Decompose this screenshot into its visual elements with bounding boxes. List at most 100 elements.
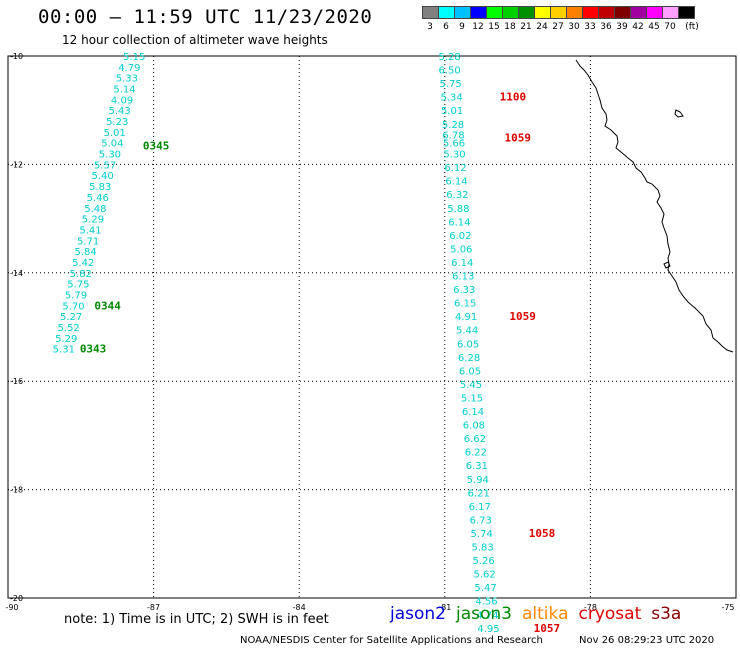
satellite-legend-s3a: s3a [651,604,682,624]
swh-value-label: 5.14 [113,85,135,96]
latitude-tick-label: -14 [10,269,23,278]
swh-value-label: 6.14 [448,217,470,228]
satellite-legend-cryosat: cryosat [578,604,642,624]
swh-value-label: 5.01 [104,128,126,139]
colorbar-label: 33 [584,22,596,32]
swh-value-label: 6.05 [457,339,479,350]
coastline-islet [663,261,671,269]
latitude-tick-label: -20 [10,594,23,603]
wave-height-colorbar [422,6,695,19]
latitude-tick-label: -16 [10,377,23,386]
swh-value-label: 5.06 [450,244,472,255]
swh-value-label: 6.73 [470,515,492,526]
latitude-tick-label: -12 [10,160,23,169]
swh-value-label: 5.74 [471,529,493,540]
satellite-legend-jason3: jason3 [456,604,512,624]
swh-value-label: 6.21 [468,488,490,499]
swh-value-label: 5.15 [123,52,145,63]
pass-time-label: 0343 [80,343,107,356]
colorbar-label: 9 [459,22,465,32]
colorbar-label: 3 [427,22,433,32]
coastline-islet [674,109,684,118]
swh-value-label: 4.95 [477,624,499,635]
longitude-tick-label: -90 [5,603,18,612]
colorbar-label: 15 [488,22,500,32]
swh-value-label: 5.88 [447,204,469,215]
swh-value-label: 6.02 [449,231,471,242]
swh-value-label: 6.14 [451,258,473,269]
swh-value-label: 5.52 [58,323,80,334]
colorbar-label: 45 [648,22,660,32]
swh-value-label: 5.23 [106,117,128,128]
swh-value-label: 4.09 [111,95,133,106]
colorbar-label: 27 [552,22,564,32]
swh-value-label: 5.43 [108,106,130,117]
swh-value-label: 6.14 [445,177,467,188]
swh-value-label: 5.82 [70,269,92,280]
swh-value-label: 5.75 [439,79,461,90]
colorbar-label: 12 [472,22,484,32]
swh-value-label: 5.66 [443,139,465,150]
swh-value-label: 6.14 [462,407,484,418]
note-text: note: 1) Time is in UTC; 2) SWH is in fe… [64,612,329,627]
colorbar-swatch [678,6,695,19]
swh-value-label: 5.40 [92,171,114,182]
longitude-tick-label: -84 [293,603,306,612]
swh-value-label: 4.56 [475,597,497,608]
swh-value-label: 5.30 [443,150,465,161]
pass-time-label: 0344 [94,299,121,312]
pass-time-label: 1058 [529,527,556,540]
pass-time-label: 1059 [504,131,530,144]
swh-value-label: 5.29 [55,334,77,345]
axis-labels: -90 -87 -84 -81 -78 -75 -10 -12 -14 -16 -18 -20 [5,52,734,612]
pass-time-label: 1059 [509,310,536,323]
swh-value-label: 5.27 [60,312,82,323]
swh-value-label: 5.47 [474,583,496,594]
swh-value-label: 6.32 [446,190,468,201]
swh-value-label: 5.48 [84,204,106,215]
swh-value-label: 5.04 [101,139,123,150]
swh-value-label: 5.44 [456,326,478,337]
swh-value-label: 5.62 [473,570,495,581]
colorbar-label: 24 [536,22,548,32]
swh-value-label: 5.30 [99,150,121,161]
swh-value-label: 5.75 [67,280,89,291]
longitude-tick-label: -87 [147,603,160,612]
swh-value-label: 6.05 [459,366,481,377]
colorbar-label: 39 [616,22,628,32]
latitude-tick-label: -10 [10,52,23,61]
swh-value-label: 6.78 [442,131,464,142]
colorbar-label: 42 [632,22,644,32]
swh-value-label: 6.13 [452,272,474,283]
satellite-legend-altika: altika [522,604,569,624]
swh-value-label: 5.26 [472,556,494,567]
map-frame [7,55,737,599]
swh-value-label: 6.62 [464,434,486,445]
altimeter-tracks: 5.154.795.335.144.095.435.235.015.045.30… [53,52,560,635]
swh-value-label: 6.17 [469,502,491,513]
swh-value-label: 5.45 [460,380,482,391]
swh-value-label: 5.46 [87,193,109,204]
latitude-tick-label: -18 [10,486,23,495]
swh-value-label: 6.15 [454,299,476,310]
map-title: 00:00 – 11:59 UTC 11/23/2020 [38,6,373,28]
swh-value-label: 5.34 [440,93,462,104]
pass-time-label: 0345 [143,139,170,152]
longitude-tick-label: -75 [721,603,734,612]
swh-value-label: 5.83 [472,543,494,554]
swh-value-label: 5.29 [82,215,104,226]
swh-value-label: 5.94 [467,475,489,486]
colorbar-labels: 3 6 9 12 15 18 21 24 27 30 33 36 39 42 45 70 (ft) [422,22,740,34]
swh-value-label: 6.22 [465,448,487,459]
swh-value-label: 5.70 [62,301,84,312]
swh-value-label: 4.79 [118,63,140,74]
swh-value-label: 5.57 [94,160,116,171]
credit-text: NOAA/NESDIS Center for Satellite Applica… [240,635,543,646]
swh-value-label: 6.28 [458,353,480,364]
swh-value-label: 5.41 [79,225,101,236]
swh-value-label: 6.50 [439,66,461,77]
swh-value-label: 6.33 [453,285,475,296]
coastline [575,59,734,353]
swh-value-label: 5.79 [65,290,87,301]
